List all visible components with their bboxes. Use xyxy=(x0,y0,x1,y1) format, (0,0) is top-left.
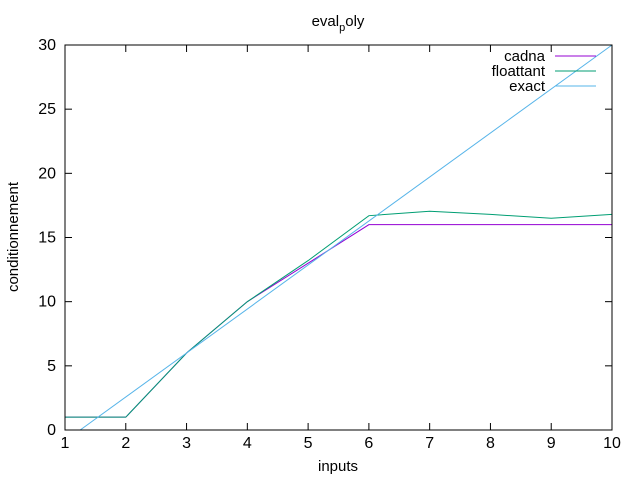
chart-title-subscript: p xyxy=(339,22,345,34)
x-axis-label: inputs xyxy=(318,458,358,475)
legend-label-floattant: floattant xyxy=(492,63,546,80)
y-tick-label: 0 xyxy=(47,422,56,439)
x-tick-label: 2 xyxy=(121,435,130,452)
legend-label-cadna: cadna xyxy=(504,48,546,65)
y-tick-label: 5 xyxy=(47,358,56,375)
chart-title: evalpoly xyxy=(312,13,365,34)
x-tick-label: 9 xyxy=(547,435,556,452)
x-tick-label: 1 xyxy=(61,435,70,452)
x-tick-label: 5 xyxy=(304,435,313,452)
y-tick-label: 30 xyxy=(38,37,56,54)
y-tick-label: 25 xyxy=(38,101,56,118)
axes: 1 2 3 4 5 6 7 8 9 10 0 5 10 15 20 25 30 xyxy=(38,37,621,452)
plot-area xyxy=(65,44,613,431)
x-tick-label: 7 xyxy=(425,435,434,452)
series-line-exact xyxy=(79,44,613,431)
y-tick-label: 20 xyxy=(38,165,56,182)
x-tick-label: 10 xyxy=(603,435,621,452)
series-line-cadna xyxy=(65,224,612,418)
chart-title-part: eval xyxy=(312,13,340,30)
plot-border xyxy=(64,44,613,431)
series-line-floattant xyxy=(65,210,613,418)
y-tick-label: 10 xyxy=(38,294,56,311)
y-tick-label: 15 xyxy=(38,230,56,247)
x-tick-label: 8 xyxy=(486,435,495,452)
legend-label-exact: exact xyxy=(509,78,546,95)
y-axis-label: conditionnement xyxy=(5,181,22,292)
x-tick-label: 3 xyxy=(182,435,191,452)
x-tick-label: 4 xyxy=(243,435,252,452)
chart-title-part: oly xyxy=(345,13,365,30)
x-tick-label: 6 xyxy=(364,435,373,452)
